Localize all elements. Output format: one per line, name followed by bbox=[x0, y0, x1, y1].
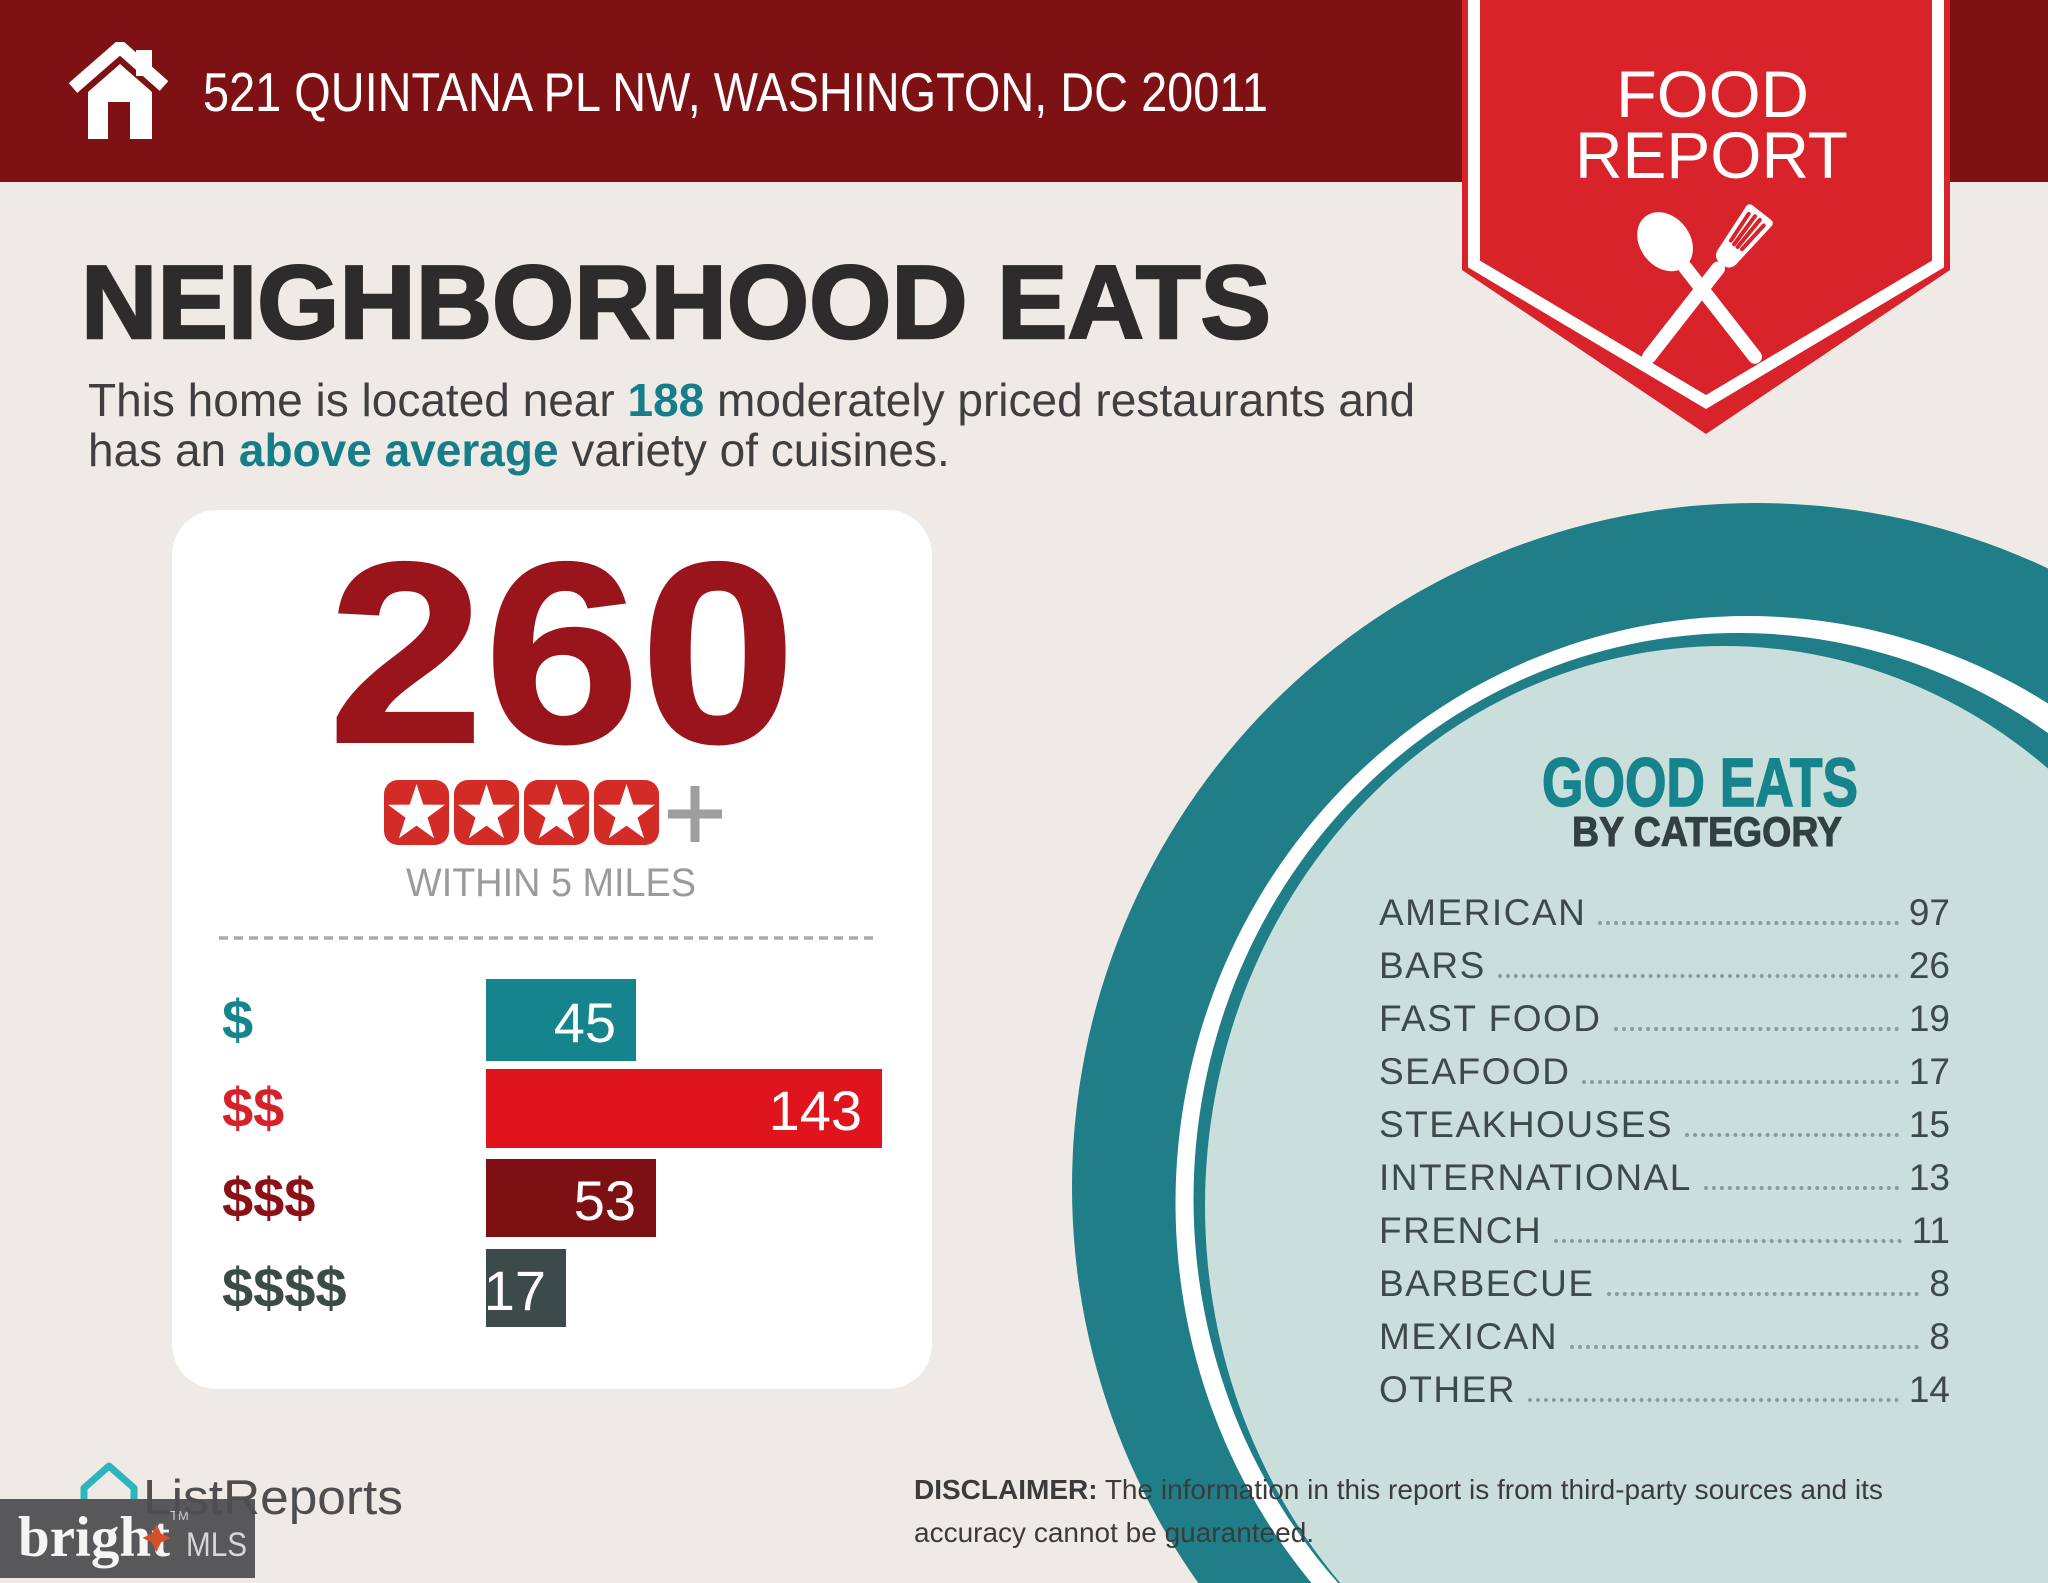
svg-text:ListReports: ListReports bbox=[143, 1471, 403, 1525]
svg-text:260: 260 bbox=[328, 508, 796, 797]
svg-text:GOOD EATS: GOOD EATS bbox=[1542, 744, 1858, 821]
svg-text:BY CATEGORY: BY CATEGORY bbox=[1572, 808, 1842, 855]
svg-text:TM: TM bbox=[170, 1508, 189, 1523]
svg-text:MLS: MLS bbox=[186, 1526, 247, 1564]
svg-text:521 QUINTANA PL NW, WASHINGTON: 521 QUINTANA PL NW, WASHINGTON, DC 20011 bbox=[203, 61, 1268, 123]
svg-text:WITHIN 5 MILES: WITHIN 5 MILES bbox=[406, 861, 696, 905]
svg-text:FOOD: FOOD bbox=[1616, 57, 1809, 131]
svg-text:NEIGHBORHOOD EATS: NEIGHBORHOOD EATS bbox=[81, 245, 1271, 361]
svg-text:REPORT: REPORT bbox=[1575, 118, 1848, 192]
